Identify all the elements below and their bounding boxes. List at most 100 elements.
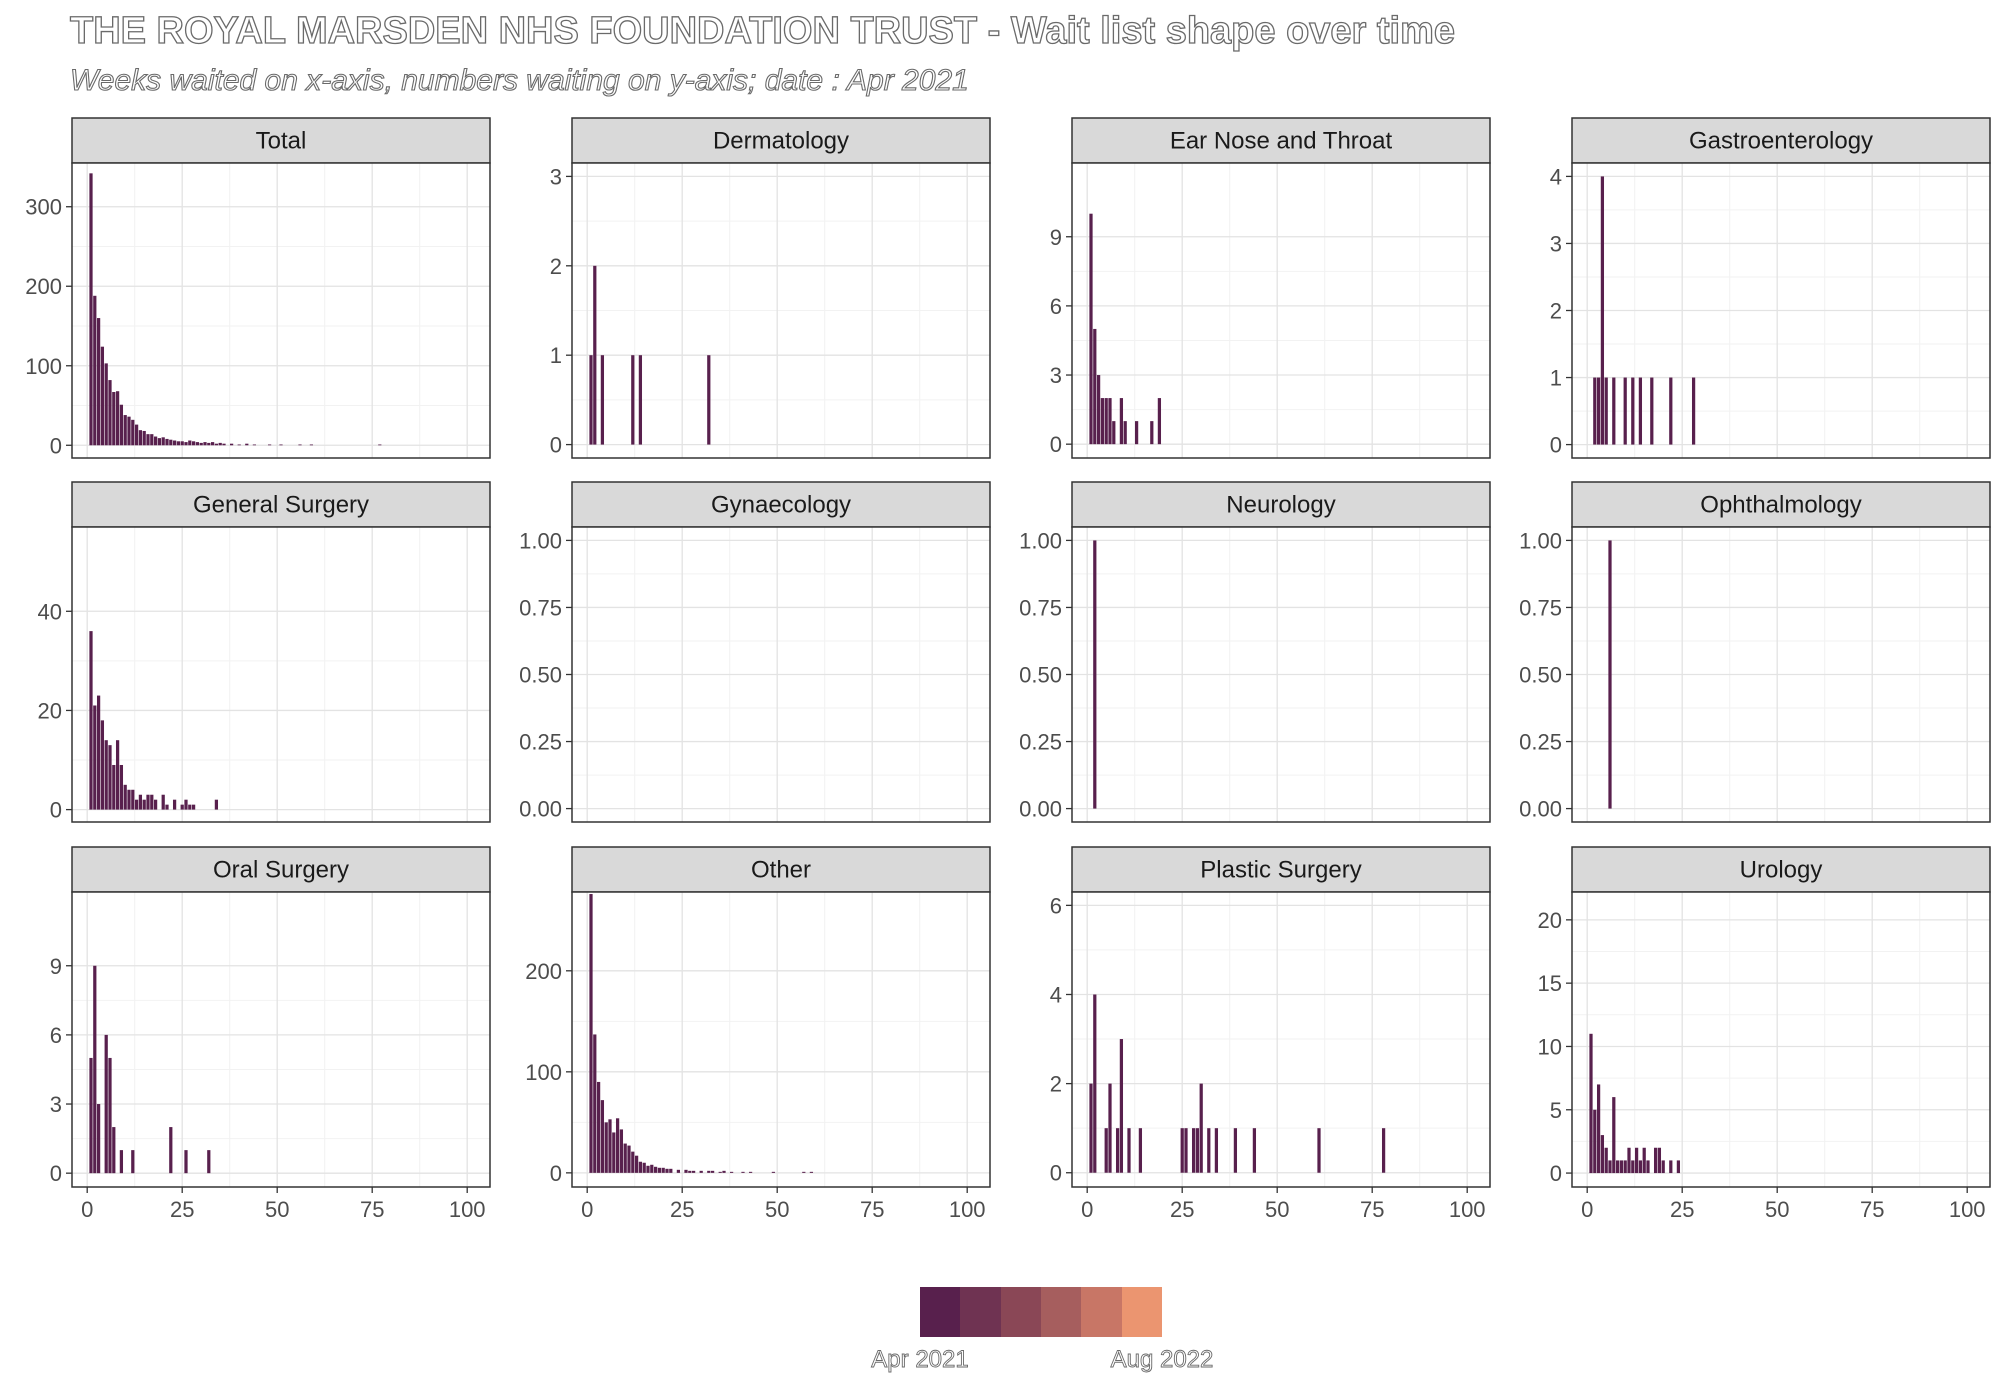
bar	[699, 1170, 703, 1173]
bar	[1207, 1128, 1211, 1173]
legend-swatch	[1000, 1287, 1041, 1337]
bar	[184, 442, 188, 446]
legend-swatch	[1121, 1287, 1162, 1337]
facet-strip	[71, 481, 491, 528]
bar	[176, 441, 181, 446]
x-tick-label: 75	[360, 1197, 384, 1222]
y-tick-label: 40	[38, 599, 62, 624]
x-tick-label: 100	[1449, 1197, 1486, 1222]
bar	[809, 1171, 814, 1173]
bar	[1108, 398, 1112, 445]
facet-strip	[571, 481, 991, 528]
y-tick-label: 0.00	[519, 797, 562, 822]
bar	[1119, 1039, 1124, 1173]
bar	[1089, 1083, 1093, 1173]
y-tick-label: 200	[525, 959, 562, 984]
bar	[169, 439, 173, 446]
bar	[650, 1164, 654, 1173]
bar	[184, 1150, 188, 1174]
y-tick-label: 2	[1050, 1072, 1062, 1097]
x-tick-label: 100	[449, 1197, 486, 1222]
bar	[1638, 1160, 1643, 1174]
bar	[142, 799, 146, 810]
bar	[1191, 1128, 1196, 1173]
y-tick-label: 100	[525, 1060, 562, 1085]
bar	[199, 442, 203, 446]
bar	[688, 1170, 692, 1173]
bar	[115, 391, 120, 446]
bar	[722, 1170, 726, 1173]
bar	[596, 1081, 601, 1173]
bar	[222, 443, 226, 446]
legend-swatch	[920, 1287, 961, 1337]
bar	[1676, 1160, 1681, 1174]
bar	[1214, 1128, 1219, 1173]
facet-title: Urology	[1740, 857, 1823, 884]
x-tick-label: 0	[1581, 1197, 1593, 1222]
bar	[1108, 1083, 1112, 1173]
x-tick-label: 50	[1265, 1197, 1289, 1222]
bar	[707, 355, 711, 445]
bar	[1631, 1160, 1635, 1174]
bar	[1596, 377, 1601, 445]
bar	[119, 764, 124, 810]
bar	[600, 1100, 605, 1173]
bar	[634, 1155, 639, 1173]
x-tick-label: 50	[265, 1197, 289, 1222]
facet-title: Plastic Surgery	[1200, 857, 1361, 884]
bar	[1615, 1160, 1620, 1174]
bar	[188, 440, 192, 446]
bar	[119, 1150, 124, 1174]
facet-strip	[571, 846, 991, 893]
bar	[96, 318, 101, 446]
bar	[638, 355, 643, 445]
chart-title: THE ROYAL MARSDEN NHS FOUNDATION TRUST -…	[69, 9, 1456, 52]
facet-title: Gastroenterology	[1689, 128, 1873, 155]
y-tick-label: 20	[1538, 908, 1562, 933]
bar	[298, 444, 302, 446]
y-tick-label: 0	[1550, 433, 1562, 458]
bar	[1642, 1147, 1646, 1174]
bar	[184, 799, 188, 810]
bar	[161, 794, 165, 810]
x-tick-label: 50	[1765, 1197, 1789, 1222]
plot-border	[571, 162, 991, 459]
plot-border	[71, 162, 491, 459]
x-tick-label: 75	[860, 1197, 884, 1222]
bar	[748, 1171, 753, 1173]
y-tick-label: 10	[1538, 1034, 1562, 1059]
plot-border	[571, 891, 991, 1188]
bar	[93, 705, 97, 810]
bar	[1138, 1128, 1143, 1173]
bar	[1612, 377, 1616, 445]
bar	[134, 424, 139, 446]
bar	[100, 346, 105, 446]
x-tick-label: 0	[581, 1197, 593, 1222]
plot-background	[72, 163, 490, 458]
bar	[123, 784, 127, 810]
plot-border	[71, 526, 491, 823]
color-legend	[920, 1287, 1162, 1337]
bar	[172, 440, 177, 446]
bar	[1317, 1128, 1321, 1173]
bar	[218, 442, 222, 446]
y-tick-label: 20	[38, 698, 62, 723]
y-tick-label: 4	[1550, 164, 1562, 189]
bar	[267, 444, 272, 446]
bar	[214, 443, 219, 446]
y-tick-label: 0	[1050, 432, 1062, 457]
y-tick-label: 0.25	[519, 730, 562, 755]
y-tick-label: 300	[25, 195, 62, 220]
bar	[93, 965, 97, 1174]
facet-strip	[1071, 117, 1491, 164]
bar	[604, 1122, 608, 1173]
bar	[172, 799, 177, 810]
y-tick-label: 9	[50, 954, 62, 979]
bar	[657, 1167, 662, 1173]
bar	[1596, 1084, 1601, 1174]
bar	[89, 173, 93, 446]
bar	[1123, 421, 1127, 445]
bar	[131, 419, 135, 446]
y-tick-label: 0.50	[1519, 663, 1562, 688]
